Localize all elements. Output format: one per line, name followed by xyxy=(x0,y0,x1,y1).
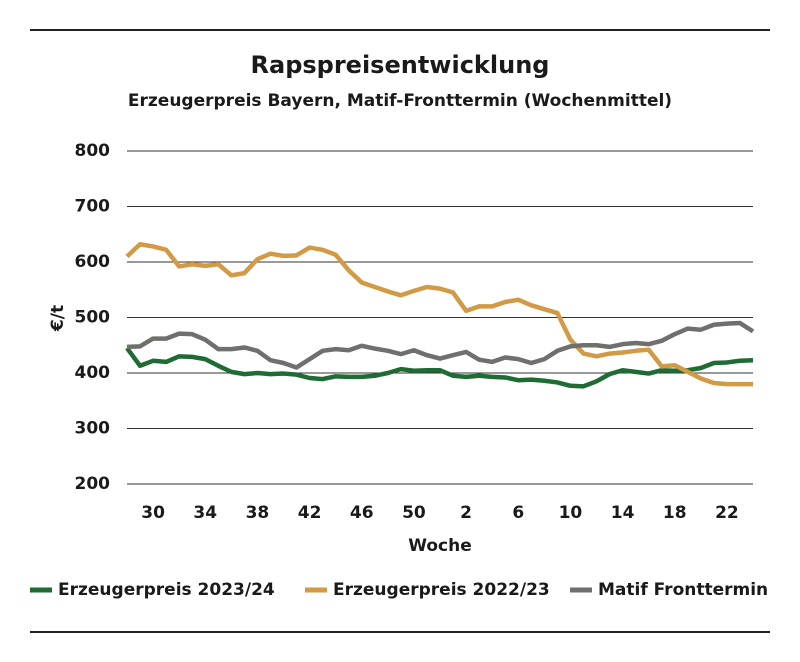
x-tick-label: 18 xyxy=(663,503,687,523)
y-tick-label: 400 xyxy=(75,363,111,383)
x-tick-label: 6 xyxy=(512,503,524,523)
line-series xyxy=(125,346,754,389)
line-series xyxy=(125,241,753,387)
legend-label: Erzeugerpreis 2023/24 xyxy=(58,580,275,600)
y-tick-label: 800 xyxy=(75,141,111,161)
x-tick-label: 2 xyxy=(460,503,472,523)
y-axis-label: €/t xyxy=(48,305,68,332)
x-tick-label: 50 xyxy=(402,503,426,523)
line-series xyxy=(126,320,755,370)
legend-label: Matif Fronttermin xyxy=(598,580,768,600)
x-tick-label: 22 xyxy=(715,503,739,523)
legend-label: Erzeugerpreis 2022/23 xyxy=(333,580,550,600)
x-tick-label: 30 xyxy=(141,503,165,523)
x-tick-label: 14 xyxy=(611,503,635,523)
x-tick-label: 10 xyxy=(559,503,583,523)
y-tick-label: 600 xyxy=(75,252,111,272)
x-tick-label: 38 xyxy=(246,503,270,523)
x-tick-label: 34 xyxy=(193,503,217,523)
x-tick-label: 46 xyxy=(350,503,374,523)
y-tick-label: 300 xyxy=(75,419,111,439)
y-tick-label: 700 xyxy=(75,197,111,217)
y-tick-label: 500 xyxy=(75,308,111,328)
x-tick-label: 42 xyxy=(298,503,322,523)
x-axis-label: Woche xyxy=(408,536,472,556)
chart-subtitle: Erzeugerpreis Bayern, Matif-Fronttermin … xyxy=(128,91,672,111)
chart-title: Rapspreisentwicklung xyxy=(251,51,550,79)
y-tick-label: 200 xyxy=(75,474,111,494)
